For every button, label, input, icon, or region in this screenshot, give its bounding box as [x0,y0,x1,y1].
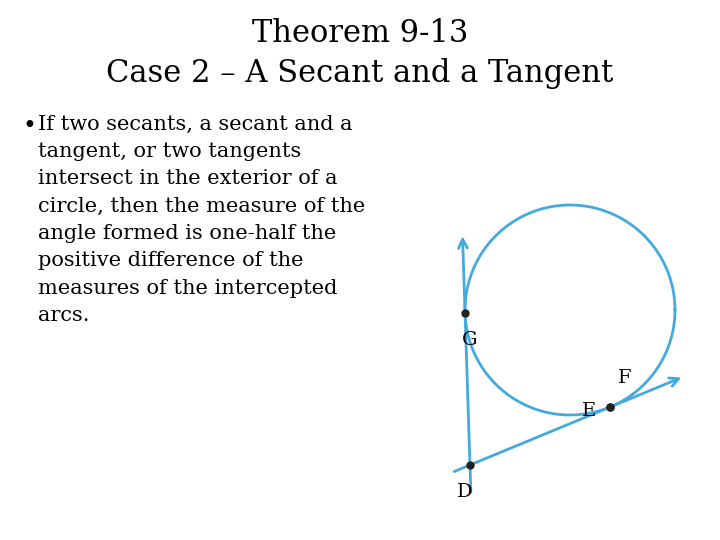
Text: F: F [618,369,631,387]
Text: •: • [22,115,36,138]
Text: Theorem 9-13: Theorem 9-13 [252,18,468,49]
Text: If two secants, a secant and a
tangent, or two tangents
intersect in the exterio: If two secants, a secant and a tangent, … [38,115,365,325]
Text: Case 2 – A Secant and a Tangent: Case 2 – A Secant and a Tangent [107,58,613,89]
Text: G: G [462,332,478,349]
Text: D: D [457,483,473,501]
Text: E: E [582,402,596,420]
